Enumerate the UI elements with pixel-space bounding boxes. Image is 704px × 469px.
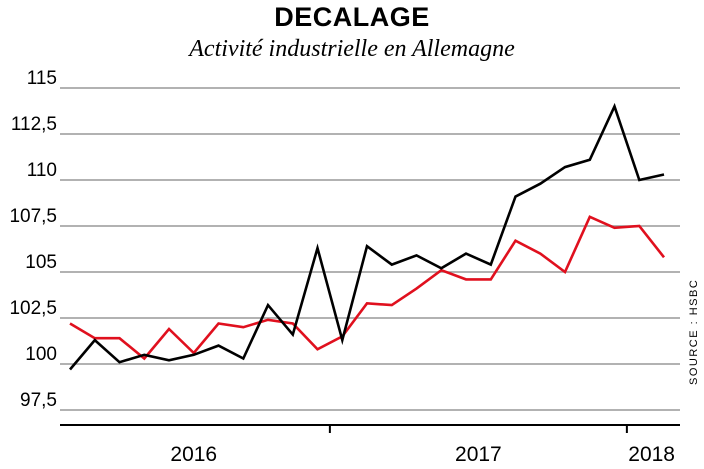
x-tick-label: 2018 — [628, 443, 675, 466]
chart-title: DECALAGE — [274, 2, 430, 32]
y-tick-label: 102,5 — [9, 298, 57, 319]
y-tick-label: 115 — [27, 68, 57, 89]
chart-subtitle: Activité industrielle en Allemagne — [189, 36, 515, 62]
x-tick-label: 2017 — [455, 443, 502, 466]
y-tick-label: 100 — [25, 344, 57, 365]
series-line-red — [69, 215, 666, 361]
y-tick-label: 97,5 — [20, 390, 57, 411]
y-tick-label: 110 — [27, 160, 57, 181]
x-tick-label: 2016 — [170, 443, 217, 466]
y-tick-label: 107,5 — [9, 206, 57, 227]
y-tick-label: 112,5 — [11, 114, 57, 135]
series-line-black — [69, 102, 665, 371]
y-tick-label: 105 — [25, 252, 57, 273]
